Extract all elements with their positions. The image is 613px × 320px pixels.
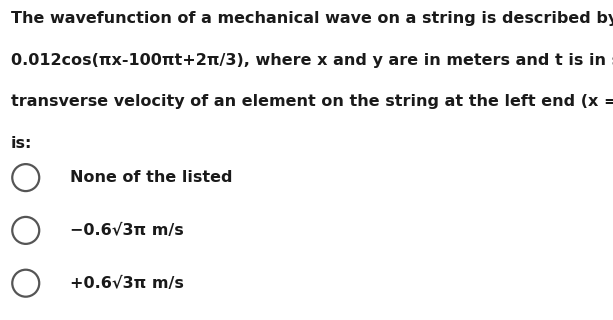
Text: None of the listed: None of the listed xyxy=(70,170,233,185)
Text: +0.6√3π m/s: +0.6√3π m/s xyxy=(70,276,185,291)
Text: −0.6√3π m/s: −0.6√3π m/s xyxy=(70,223,185,238)
Text: is:: is: xyxy=(11,136,32,151)
Text: The wavefunction of a mechanical wave on a string is described by: y(x,t) =: The wavefunction of a mechanical wave on… xyxy=(11,11,613,26)
Text: transverse velocity of an element on the string at the left end (x = 0), at time: transverse velocity of an element on the… xyxy=(11,94,613,109)
Text: 0.012cos(πx-100πt+2π/3), where x and y are in meters and t is in seconds. The: 0.012cos(πx-100πt+2π/3), where x and y a… xyxy=(11,53,613,68)
